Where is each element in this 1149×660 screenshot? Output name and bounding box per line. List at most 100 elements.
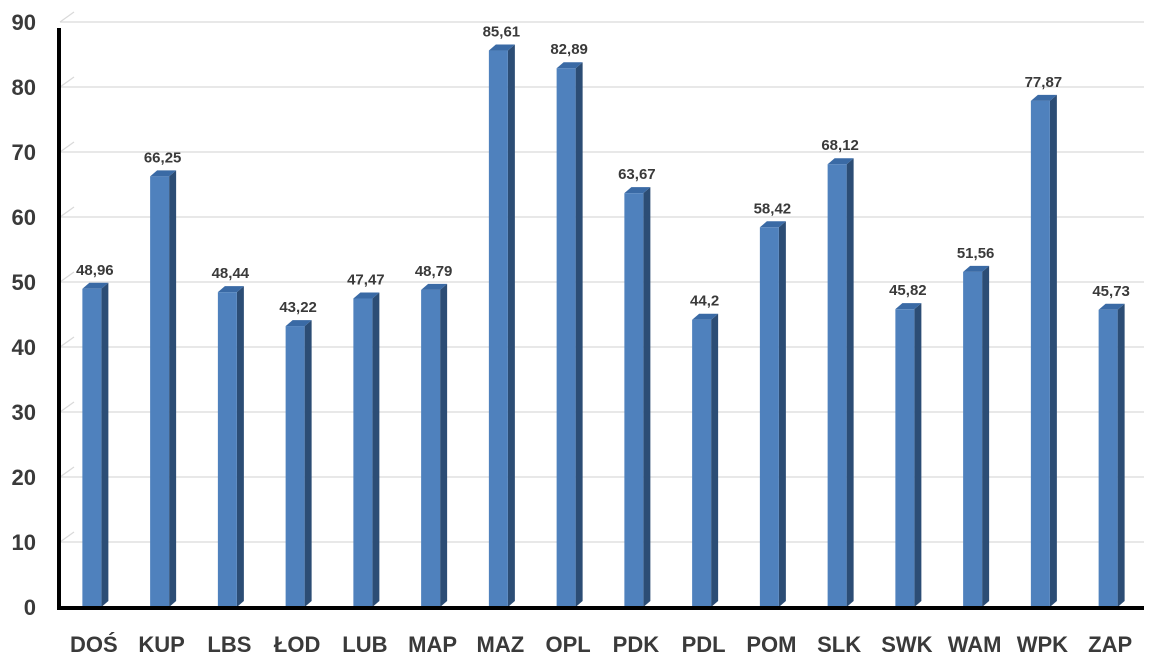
y-tick-label: 50	[12, 270, 36, 295]
bar-top	[353, 292, 380, 299]
bar-LUB	[353, 292, 380, 607]
y-tick-label: 20	[12, 465, 36, 490]
data-label: 82,89	[550, 41, 588, 58]
x-tick-label: MAP	[408, 632, 457, 657]
bar-ŁOD	[285, 320, 312, 607]
x-axis-category-labels: DOŚ KUP LBS ŁOD LUB MAP MAZ OPL PDK PDL POM SLK SWK W…	[70, 632, 1132, 657]
data-label: 44,2	[690, 293, 719, 310]
bar-front	[895, 309, 915, 607]
x-tick-label: ŁOD	[274, 632, 320, 657]
data-label: 51,56	[957, 245, 995, 262]
x-tick-label: LUB	[342, 632, 387, 657]
bar-front	[217, 292, 237, 607]
data-label: 43,22	[279, 299, 317, 316]
x-tick-label: OPL	[546, 632, 591, 657]
y-tick-label: 70	[12, 140, 36, 165]
bar-front	[1030, 100, 1050, 607]
x-tick-label: ZAP	[1088, 632, 1132, 657]
data-label: 66,25	[144, 149, 182, 166]
bar-DOŚ	[82, 282, 109, 607]
bar-top	[895, 303, 922, 310]
bar-side	[101, 282, 109, 607]
bar-top	[827, 158, 854, 165]
bar-WAM	[963, 265, 990, 607]
bar-front	[1098, 309, 1118, 607]
bar-side	[982, 265, 990, 607]
bar-top	[692, 313, 719, 320]
bar-side	[575, 62, 583, 607]
bar-top	[488, 44, 515, 51]
y-tick-label: 40	[12, 335, 36, 360]
x-tick-label: MAZ	[477, 632, 525, 657]
data-label: 58,42	[754, 200, 792, 217]
bar-SWK	[895, 303, 922, 607]
bar-front	[421, 289, 441, 607]
bar-side	[507, 44, 515, 608]
x-tick-label: WAM	[948, 632, 1002, 657]
bar-side	[643, 187, 651, 607]
bar-side	[304, 320, 312, 607]
gridline-depth-90	[59, 11, 75, 23]
bar-top	[150, 170, 177, 177]
bar-front	[759, 227, 779, 607]
x-tick-label: PDL	[682, 632, 726, 657]
bar-front	[624, 193, 644, 607]
data-labels: 48,96 66,25 48,44 43,22 47,47 48,79 85,61 82,89…	[76, 24, 1130, 317]
bar-front	[150, 176, 170, 607]
x-tick-label: SWK	[881, 632, 932, 657]
y-axis-tick-labels: 0 10 20 30 40 50 60 70 80 90	[12, 10, 36, 620]
bar-top	[759, 221, 786, 228]
bar-front	[488, 50, 508, 608]
gridline-depth-50	[59, 271, 75, 283]
bar-OPL	[556, 62, 583, 608]
bar-front	[353, 298, 373, 607]
bar-top	[1030, 94, 1057, 101]
bar-front	[556, 68, 576, 608]
data-label: 68,12	[821, 137, 859, 154]
bar-front	[692, 319, 712, 607]
bar-side	[1049, 94, 1057, 608]
gridline-depth-60	[59, 206, 75, 218]
gridline-depth-40	[59, 336, 75, 348]
x-tick-label: DOŚ	[70, 632, 118, 657]
bar-top	[1098, 303, 1125, 310]
bar-PDL	[692, 313, 719, 607]
y-tick-label: 60	[12, 205, 36, 230]
gridline-depth-20	[59, 466, 75, 478]
gridline-depth-30	[59, 401, 75, 413]
bar-side	[372, 292, 380, 607]
bar-front	[963, 271, 983, 607]
x-tick-label: POM	[746, 632, 796, 657]
x-tick-label: LBS	[207, 632, 251, 657]
axes	[57, 28, 1144, 610]
bar-side	[1117, 303, 1125, 607]
x-tick-label: KUP	[138, 632, 184, 657]
bar-front	[82, 288, 102, 607]
bar-PDK	[624, 187, 651, 607]
bar-side	[711, 313, 719, 607]
bar-front	[827, 164, 847, 607]
data-label: 77,87	[1025, 74, 1063, 91]
data-label: 63,67	[618, 166, 656, 183]
bar-front	[285, 326, 305, 607]
data-label: 48,79	[415, 263, 453, 280]
bar-top	[82, 282, 109, 289]
bar-WPK	[1030, 94, 1057, 608]
bar-SLK	[827, 158, 854, 607]
gridline-depth-80	[59, 76, 75, 88]
data-label: 85,61	[483, 24, 521, 41]
bar-side	[846, 158, 854, 607]
data-label: 47,47	[347, 271, 385, 288]
bar-MAP	[421, 283, 448, 607]
bar-side	[169, 170, 177, 607]
x-tick-label: SLK	[817, 632, 861, 657]
data-label: 45,82	[889, 282, 927, 299]
x-tick-label: WPK	[1017, 632, 1068, 657]
x-tick-label: PDK	[613, 632, 660, 657]
bar-top	[217, 286, 244, 293]
data-label: 45,73	[1092, 283, 1130, 300]
y-tick-label: 0	[24, 595, 36, 620]
bar-side	[914, 303, 922, 607]
bar-top	[624, 187, 651, 194]
